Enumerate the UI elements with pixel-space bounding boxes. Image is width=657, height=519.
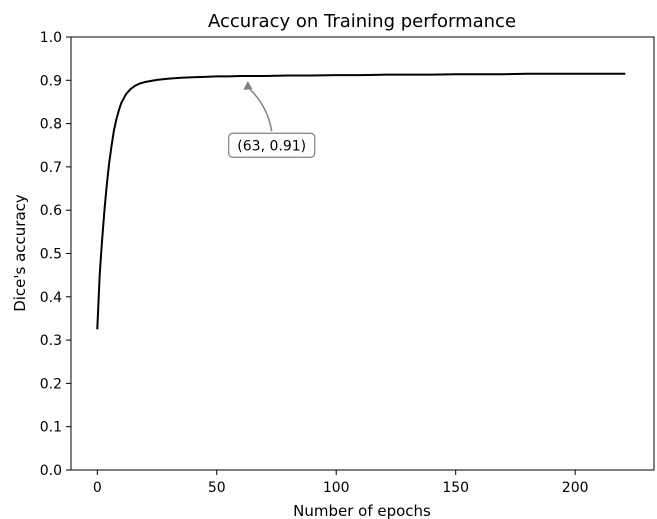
- annotation-arrowhead: [243, 80, 253, 90]
- x-tick-label: 100: [323, 480, 350, 496]
- annotation: (63, 0.91): [228, 80, 316, 158]
- annotation-arrow: [247, 86, 273, 132]
- y-axis-ticks: 0.0 0.1 0.2 0.3 0.4 0.5 0.6 0.7 0.8 0.9 1.0: [40, 30, 71, 479]
- y-tick-label: 0.9: [40, 73, 62, 89]
- y-tick-label: 0.4: [40, 290, 62, 306]
- plot-frame: [70, 36, 655, 471]
- x-axis-ticks: 0 50 100 150 200: [93, 470, 589, 496]
- plot-area: [71, 37, 654, 470]
- annotation-label: (63, 0.91): [237, 138, 306, 154]
- x-tick-label: 50: [208, 480, 226, 496]
- y-tick-label: 0.2: [40, 376, 62, 392]
- y-tick-label: 0.6: [40, 203, 62, 219]
- x-axis-label: Number of epochs: [293, 502, 431, 519]
- y-tick-label: 0.0: [40, 463, 62, 479]
- y-tick-label: 0.3: [40, 333, 62, 349]
- x-tick-label: 0: [93, 480, 102, 496]
- y-axis-label: Dice's accuracy: [11, 194, 29, 312]
- x-tick-label: 150: [442, 480, 469, 496]
- series-line: [96, 72, 626, 330]
- y-tick-label: 0.1: [40, 420, 62, 436]
- annotation-box: [228, 132, 316, 158]
- y-tick-label: 1.0: [40, 30, 62, 46]
- y-tick-label: 0.5: [40, 247, 62, 263]
- x-tick-label: 200: [562, 480, 589, 496]
- y-tick-label: 0.8: [40, 117, 62, 133]
- chart-title: Accuracy on Training performance: [208, 11, 516, 32]
- y-tick-label: 0.7: [40, 160, 62, 176]
